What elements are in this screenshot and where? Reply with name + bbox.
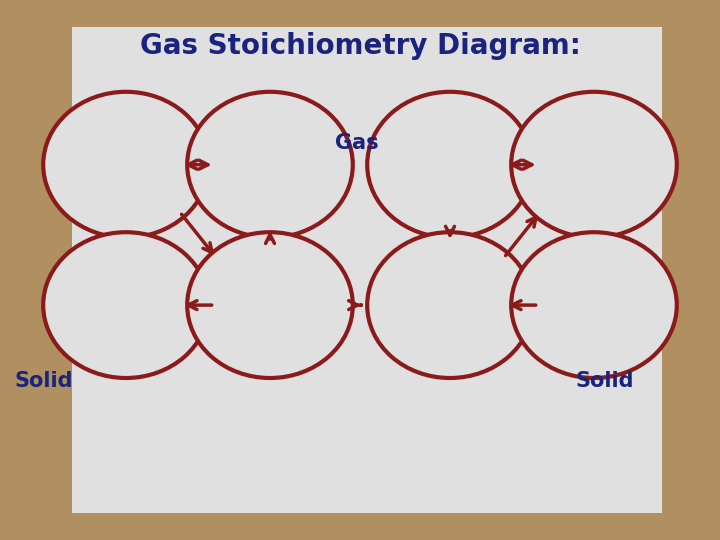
Text: Gas: Gas [335,133,378,153]
FancyArrowPatch shape [505,217,536,255]
FancyArrowPatch shape [512,160,532,169]
FancyArrowPatch shape [348,301,361,309]
Ellipse shape [187,232,353,378]
FancyArrowPatch shape [181,214,212,253]
Ellipse shape [367,92,533,238]
FancyArrowPatch shape [188,160,208,169]
Ellipse shape [43,92,209,238]
Ellipse shape [511,92,677,238]
Text: Solid: Solid [14,370,73,391]
Ellipse shape [187,92,353,238]
Text: Solid: Solid [575,370,634,391]
Ellipse shape [511,232,677,378]
Ellipse shape [367,232,533,378]
FancyArrowPatch shape [512,301,536,309]
FancyBboxPatch shape [72,27,662,513]
Text: Gas Stoichiometry Diagram:: Gas Stoichiometry Diagram: [140,32,580,60]
FancyArrowPatch shape [446,226,454,235]
Ellipse shape [43,232,209,378]
FancyArrowPatch shape [266,234,274,244]
FancyArrowPatch shape [188,301,212,309]
